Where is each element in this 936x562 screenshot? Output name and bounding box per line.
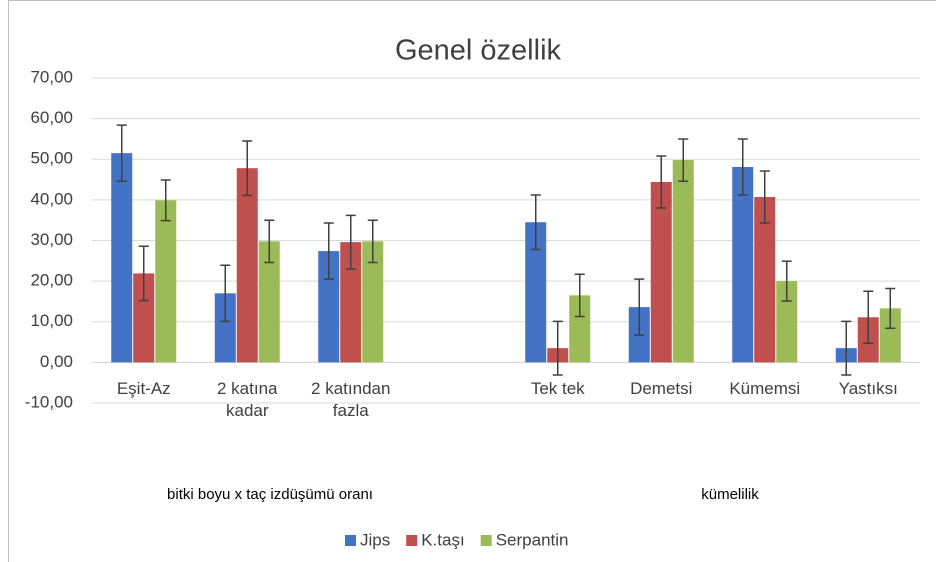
bar [650, 182, 672, 363]
bar [525, 222, 547, 363]
x-tick-label: Eşit-Az [116, 379, 171, 398]
x-tick-label: Kümemsi [729, 379, 801, 398]
legend-label: K.taşı [421, 530, 464, 549]
y-tick-label: 30,00 [30, 230, 73, 249]
bar [672, 160, 694, 363]
x-tick-label: Tek tek [530, 379, 585, 398]
y-tick-label: 70,00 [30, 67, 73, 86]
error-bar [116, 124, 127, 182]
x-tick-label: 2 katından fazla [311, 379, 391, 420]
bar [569, 295, 591, 363]
bar [214, 293, 236, 363]
error-bar [863, 290, 874, 345]
x-tick-label: Yastıksı [838, 379, 898, 398]
error-bar [552, 320, 563, 376]
legend-swatch [406, 535, 418, 546]
group-label: bitki boyu x taç izdüşümü oranı [167, 486, 373, 503]
error-bar [367, 219, 378, 264]
legend-label: Serpantin [496, 530, 569, 549]
legend-label: Jips [360, 530, 390, 549]
error-bar [242, 140, 253, 197]
error-bar [737, 138, 748, 196]
error-bar [678, 138, 689, 182]
bar [754, 197, 776, 363]
bar [318, 251, 340, 363]
error-bar [656, 155, 667, 209]
y-tick-label: 10,00 [30, 311, 73, 330]
error-bar [885, 287, 896, 329]
error-bar [220, 264, 231, 323]
y-tick-label: 50,00 [30, 149, 73, 168]
error-bar [345, 214, 356, 270]
bar [133, 273, 155, 363]
error-bar [781, 260, 792, 302]
group-label: kümelilik [701, 486, 759, 503]
chart-border [8, 0, 936, 562]
x-tick-label: 2 katına kadar [217, 379, 278, 420]
error-bar [160, 179, 171, 222]
error-bar [138, 245, 149, 302]
bar [111, 153, 133, 363]
error-bar [264, 219, 275, 264]
y-tick-label: -10,00 [25, 392, 73, 411]
y-tick-label: 60,00 [30, 108, 73, 127]
bar [879, 308, 901, 363]
error-bar [841, 320, 852, 376]
bar [340, 242, 362, 363]
y-tick-label: 0,00 [40, 352, 73, 371]
legend-swatch [345, 535, 356, 546]
error-bar [323, 222, 334, 280]
bar [732, 166, 754, 363]
bar [258, 241, 280, 363]
bar [362, 241, 384, 363]
legend-swatch [480, 535, 492, 546]
chart-title: Genel özellik [395, 35, 562, 67]
y-tick-label: 20,00 [30, 271, 73, 290]
y-tick-label: 40,00 [30, 189, 73, 208]
error-bar [634, 278, 645, 336]
bar [236, 168, 258, 363]
error-bar [530, 194, 541, 251]
error-bar [759, 170, 770, 224]
bar [155, 200, 177, 363]
error-bar [574, 273, 585, 318]
bar [776, 281, 798, 363]
x-tick-label: Demetsi [630, 379, 693, 398]
